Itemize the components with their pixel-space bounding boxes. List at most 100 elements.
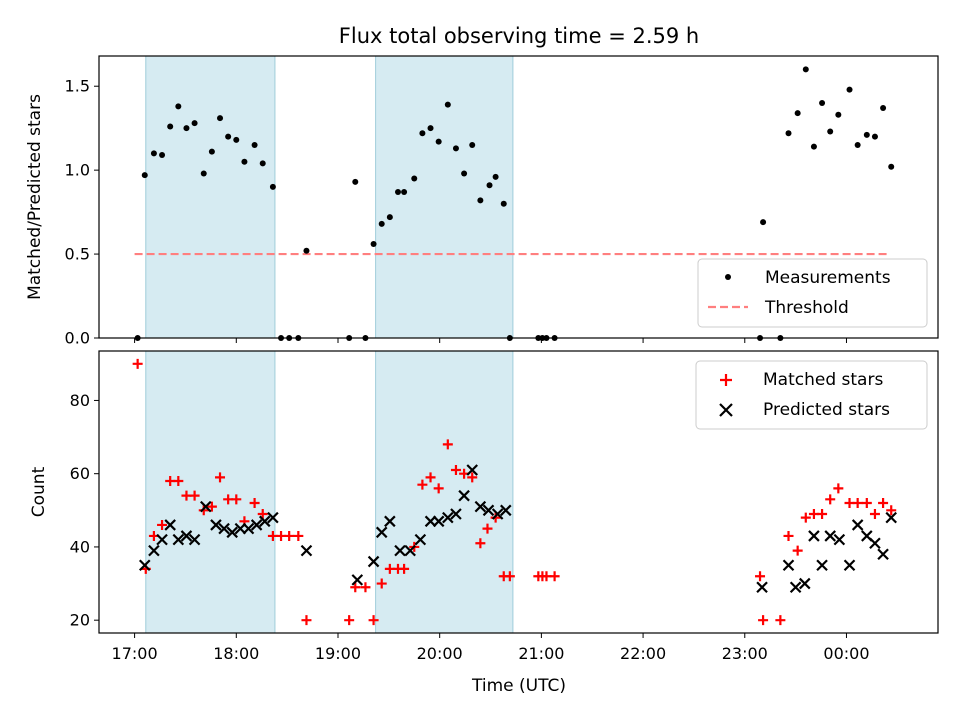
predicted-star-point — [267, 511, 279, 524]
matched-star-point — [368, 615, 379, 626]
measurement-point — [141, 172, 148, 179]
measurement-point — [871, 133, 878, 140]
bottom-y-tick-label: 80 — [70, 391, 90, 410]
predicted-star-point — [210, 519, 222, 531]
matched-star-point — [433, 483, 444, 494]
predicted-star-point — [258, 515, 271, 528]
measurement-point — [785, 130, 792, 137]
predicted-star-point — [482, 504, 495, 517]
measurement-point — [846, 86, 853, 93]
matched-star-point — [833, 483, 844, 494]
matched-star-point — [869, 508, 880, 519]
measurement-point — [435, 138, 442, 145]
x-tick-label: 21:00 — [518, 644, 564, 663]
predicted-star-point — [164, 519, 176, 531]
matched-star-point — [442, 439, 453, 450]
matched-star-point — [376, 578, 387, 589]
matched-star-point — [257, 508, 268, 519]
measurement-point — [461, 170, 468, 177]
measurement-point — [259, 160, 266, 167]
bottom-y-tick-label: 40 — [70, 537, 90, 556]
measurement-point — [394, 188, 401, 195]
predicted-star-point — [466, 464, 479, 476]
matched-star-point — [399, 563, 410, 574]
top-y-tick-label: 0.5 — [65, 245, 90, 264]
top-highlight-span — [145, 55, 276, 339]
measurement-point — [370, 241, 377, 247]
predicted-star-point — [798, 577, 811, 590]
x-tick-label: 23:00 — [722, 644, 768, 663]
matched-star-point — [825, 494, 836, 505]
top-highlight-span — [375, 55, 514, 339]
predicted-star-point — [226, 526, 239, 539]
top-panel: 0.0 0.5 1.0 1.5 Measurements Threshold — [65, 55, 939, 348]
predicted-star-point — [138, 559, 151, 572]
predicted-star-point — [180, 530, 193, 542]
predicted-star-point — [869, 537, 881, 550]
measurements-legend-label: Measurements — [765, 268, 891, 288]
matched-star-point — [301, 615, 312, 626]
predicted-star-point — [851, 519, 864, 531]
predicted-star-point — [375, 526, 388, 539]
predicted-star-point — [300, 544, 313, 557]
measurement-point — [150, 150, 157, 157]
matched-star-point — [490, 512, 501, 523]
matched-star-point — [350, 582, 361, 593]
predicted-star-point — [351, 574, 364, 586]
top-y-tick-label: 0.0 — [65, 329, 90, 348]
top-y-tick-label: 1.5 — [65, 77, 90, 96]
matched-star-point — [132, 358, 143, 369]
predicted-star-point — [824, 530, 836, 542]
measurement-point — [269, 183, 276, 190]
matched-star-point — [450, 465, 461, 476]
predicted-star-point — [200, 500, 212, 513]
predicted-star-point — [156, 533, 168, 546]
matched-star-point — [775, 615, 786, 626]
measurement-point — [208, 148, 215, 155]
measurement-point — [191, 120, 198, 127]
measurement-point — [183, 125, 190, 132]
predicted-star-point — [756, 581, 768, 593]
measurement-point — [802, 66, 809, 73]
matched-star-point — [817, 508, 828, 519]
matched-star-point — [792, 545, 803, 556]
predicted-star-point — [367, 555, 380, 568]
x-tick-label: 17:00 — [112, 644, 158, 663]
predicted-star-point — [148, 544, 160, 557]
top-plot-frame — [98, 55, 939, 339]
matched-star-point — [852, 497, 863, 508]
measurement-point — [167, 123, 174, 130]
measurement-point — [217, 115, 224, 122]
predicted-star-point — [250, 519, 263, 531]
measurement-point — [486, 182, 493, 189]
measurement-point — [477, 197, 484, 204]
matched-star-point — [800, 512, 811, 523]
matched-star-point — [173, 476, 184, 487]
matched-legend-marker — [720, 374, 732, 386]
measurement-point — [452, 145, 459, 152]
measurement-point — [444, 101, 451, 108]
top-y-tick-label: 1.0 — [65, 161, 90, 180]
predicted-star-point — [458, 489, 470, 502]
matched-star-point — [758, 615, 769, 626]
predicted-star-point — [172, 533, 185, 546]
predicted-star-point — [789, 581, 802, 593]
matched-star-point — [215, 472, 226, 483]
measurement-point — [492, 173, 499, 180]
measurement-point — [835, 111, 842, 118]
measurement-point — [794, 110, 801, 117]
matched-legend-label: Matched stars — [763, 370, 883, 390]
measurement-point — [233, 136, 240, 143]
bottom-highlight-span — [375, 350, 514, 634]
matched-star-point — [878, 497, 889, 508]
measurement-point — [427, 125, 434, 132]
matched-star-point — [861, 497, 872, 508]
predicted-star-point — [782, 559, 795, 572]
predicted-star-point — [218, 522, 230, 535]
measurement-point — [251, 141, 258, 148]
matched-star-point — [783, 530, 794, 541]
matched-star-point — [206, 501, 217, 512]
bottom-legend-box — [695, 360, 928, 430]
matched-star-point — [189, 490, 200, 501]
bottom-panel: 17:00 18:00 19:00 20:00 21:00 22:00 23:00 00:00… — [70, 350, 939, 663]
